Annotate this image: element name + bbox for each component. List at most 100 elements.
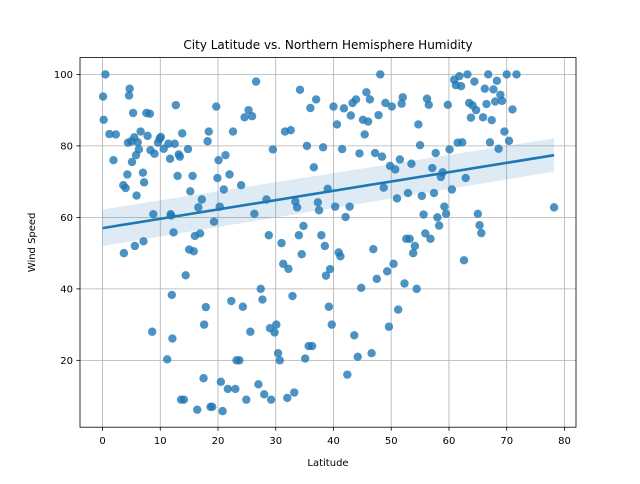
data-point <box>500 127 509 136</box>
data-point <box>332 120 342 129</box>
data-point <box>374 110 383 120</box>
data-point <box>105 129 114 139</box>
data-point <box>433 213 442 222</box>
data-point <box>150 149 159 158</box>
data-point <box>415 140 425 150</box>
data-point <box>392 194 402 203</box>
data-point <box>179 395 189 404</box>
data-point <box>424 100 433 109</box>
data-point <box>173 171 182 181</box>
y-tick-label: 60 <box>60 213 73 224</box>
data-point <box>381 98 390 108</box>
scatter-points <box>98 70 559 416</box>
data-point <box>250 209 259 219</box>
plot-frame <box>79 57 577 428</box>
data-point <box>492 76 502 86</box>
data-point <box>473 209 483 219</box>
data-point <box>389 259 398 269</box>
data-point <box>490 97 500 106</box>
data-point <box>497 96 507 106</box>
data-point <box>123 170 132 179</box>
data-point <box>189 247 198 256</box>
data-point <box>434 221 444 230</box>
data-point <box>169 228 178 237</box>
data-point <box>350 331 359 340</box>
data-point <box>121 183 130 193</box>
data-point <box>221 150 230 160</box>
data-point <box>480 84 489 93</box>
data-point <box>288 291 297 301</box>
y-axis-label: Wind Speed <box>27 213 38 273</box>
regression-layer <box>102 153 555 230</box>
data-point <box>128 108 138 118</box>
data-point <box>297 249 306 259</box>
data-point <box>376 70 385 79</box>
data-point <box>314 206 324 215</box>
data-point <box>302 141 312 151</box>
data-point <box>99 115 108 124</box>
data-point <box>227 296 236 306</box>
data-point <box>478 113 488 122</box>
data-point <box>477 228 486 238</box>
data-point <box>455 71 464 81</box>
data-point <box>183 144 193 154</box>
data-point <box>275 356 284 365</box>
data-point <box>487 115 496 125</box>
x-axis-ticks: 0 10 20 30 40 50 60 70 80 <box>99 427 571 447</box>
data-point <box>125 84 134 93</box>
data-point <box>124 91 134 100</box>
data-point <box>164 139 173 148</box>
data-point <box>145 109 155 118</box>
data-point <box>549 203 559 212</box>
data-point <box>236 181 246 190</box>
data-point <box>134 145 144 154</box>
data-point <box>292 203 302 212</box>
data-point <box>132 191 141 200</box>
x-tick-label: 10 <box>154 436 167 447</box>
data-point <box>223 384 233 394</box>
data-point <box>382 267 392 276</box>
data-point <box>470 77 479 86</box>
data-point <box>377 152 387 161</box>
data-point <box>408 248 418 258</box>
data-point <box>254 380 263 389</box>
data-point <box>188 171 197 181</box>
data-point <box>133 138 142 147</box>
data-point <box>395 155 405 164</box>
data-point <box>178 129 187 138</box>
data-point <box>397 99 406 108</box>
data-point <box>502 70 511 79</box>
data-point <box>213 173 222 183</box>
data-point <box>313 198 323 207</box>
y-tick-label: 100 <box>54 70 73 81</box>
data-point <box>167 290 177 300</box>
data-point <box>447 185 457 194</box>
data-point <box>168 334 177 343</box>
data-point <box>256 284 265 294</box>
data-point <box>246 327 255 336</box>
data-point <box>268 145 278 154</box>
data-point <box>370 148 380 158</box>
data-point <box>441 209 451 219</box>
data-point <box>317 231 326 240</box>
data-point <box>318 143 328 152</box>
data-point <box>456 81 466 91</box>
data-point <box>482 99 491 109</box>
data-point <box>459 256 469 265</box>
data-point <box>324 302 334 311</box>
data-point <box>320 241 330 251</box>
data-point <box>363 117 373 126</box>
data-point <box>170 139 179 148</box>
data-point <box>393 305 403 314</box>
data-point <box>429 188 439 198</box>
data-point <box>290 388 299 397</box>
data-point <box>264 231 274 240</box>
data-point <box>266 395 276 404</box>
data-point <box>445 145 454 154</box>
data-point <box>209 217 219 226</box>
data-point <box>283 393 292 403</box>
data-point <box>346 111 356 120</box>
x-tick-label: 0 <box>99 436 105 447</box>
data-point <box>504 136 514 146</box>
data-point <box>273 349 283 358</box>
